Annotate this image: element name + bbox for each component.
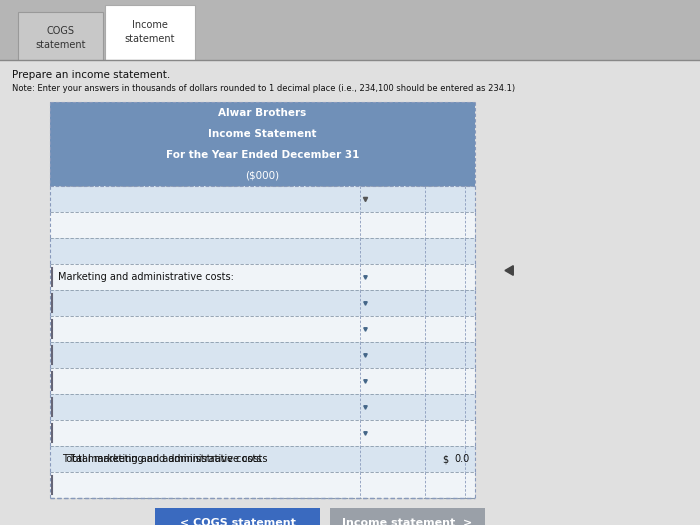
Bar bbox=[50, 446, 475, 472]
Bar bbox=[50, 368, 475, 394]
Bar bbox=[0, 60, 700, 525]
Bar bbox=[18, 12, 103, 64]
Text: $: $ bbox=[442, 454, 448, 464]
Bar bbox=[50, 472, 475, 498]
Bar bbox=[155, 508, 320, 525]
Text: < COGS statement: < COGS statement bbox=[180, 518, 295, 525]
Bar bbox=[50, 186, 475, 212]
Bar bbox=[105, 5, 195, 60]
Text: Total marketing and administrative costs: Total marketing and administrative costs bbox=[62, 454, 262, 464]
Bar bbox=[50, 342, 475, 368]
Bar bbox=[50, 420, 475, 446]
Text: ($000): ($000) bbox=[246, 171, 279, 181]
Text: Income statement  >: Income statement > bbox=[342, 518, 473, 525]
Text: Income Statement: Income Statement bbox=[209, 129, 316, 139]
Text: Note: Enter your answers in thousands of dollars rounded to 1 decimal place (i.e: Note: Enter your answers in thousands of… bbox=[12, 84, 515, 93]
Bar bbox=[0, 0, 700, 80]
Text: Prepare an income statement.: Prepare an income statement. bbox=[12, 70, 170, 80]
Text: Income
statement: Income statement bbox=[125, 20, 175, 45]
Text: COGS
statement: COGS statement bbox=[35, 26, 85, 50]
Text: Total marketing and administrative costs: Total marketing and administrative costs bbox=[68, 454, 267, 464]
Bar bbox=[50, 238, 475, 264]
Text: Alwar Brothers: Alwar Brothers bbox=[218, 108, 307, 118]
Bar bbox=[50, 394, 475, 420]
Bar bbox=[50, 316, 475, 342]
Bar bbox=[50, 212, 475, 238]
Bar bbox=[50, 102, 475, 186]
Bar bbox=[50, 264, 475, 290]
Bar bbox=[50, 290, 475, 316]
Text: 0.0: 0.0 bbox=[455, 454, 470, 464]
Bar bbox=[330, 508, 485, 525]
Text: Marketing and administrative costs:: Marketing and administrative costs: bbox=[58, 272, 234, 282]
Text: For the Year Ended December 31: For the Year Ended December 31 bbox=[166, 150, 359, 160]
